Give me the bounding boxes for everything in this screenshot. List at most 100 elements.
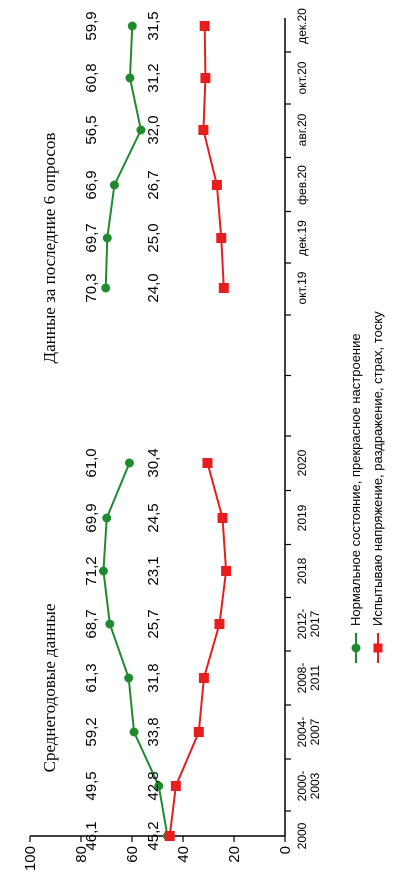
x-tick-label: 2012-2017 bbox=[295, 609, 322, 640]
data-label-normal: 49,5 bbox=[83, 771, 100, 800]
data-label-normal: 71,2 bbox=[83, 556, 100, 585]
series-stress-line bbox=[202, 25, 225, 289]
x-tick-label: 2019 bbox=[295, 504, 309, 531]
legend-normal-marker bbox=[351, 643, 361, 653]
x-tick-label: дек.20 bbox=[295, 8, 309, 44]
series-normal-point bbox=[105, 619, 115, 629]
series-stress-point bbox=[221, 566, 232, 576]
series-normal-line bbox=[104, 25, 142, 289]
panel-2-title: Данные за последние 6 опросов bbox=[40, 133, 59, 364]
data-label-stress: 32,0 bbox=[145, 115, 162, 144]
x-tick-label-line: окт.19 bbox=[295, 271, 309, 304]
x-tick-label-line: дек.20 bbox=[295, 8, 309, 44]
y-tick-label: 20 bbox=[226, 846, 243, 863]
legend-stress-label: Испытываю напряжение, раздражение, страх… bbox=[370, 311, 385, 626]
data-label-stress: 25,7 bbox=[145, 609, 162, 638]
x-tick-label: 2018 bbox=[295, 557, 309, 584]
series-stress-point bbox=[216, 233, 227, 243]
x-tick-label-line: фев.20 bbox=[295, 165, 309, 205]
x-tick-label-line: 2018 bbox=[295, 557, 309, 584]
series-stress-point bbox=[199, 21, 210, 31]
series-stress-point bbox=[198, 673, 209, 683]
x-tick-label-line: 2011 bbox=[308, 665, 322, 691]
data-labels: 46,1 49,5 59,2 61,3 68,7 71,2 69,9 61,0 45,2 42,8… bbox=[83, 11, 162, 850]
x-tick-label: дек.19 bbox=[295, 220, 309, 256]
series-stress-point bbox=[170, 781, 181, 791]
panel-titles: Среднегодовые данные Данные за последние… bbox=[40, 133, 59, 773]
data-label-stress: 31,8 bbox=[145, 663, 162, 692]
series-layer bbox=[98, 21, 232, 841]
legend-normal-label: Нормальное состояние, прекрасное настрое… bbox=[348, 333, 363, 626]
data-label-stress: 31,5 bbox=[145, 11, 162, 40]
series-stress-line bbox=[168, 462, 228, 837]
series-normal-point bbox=[98, 566, 108, 576]
axes: 0 20 40 60 80 100 2000 2000-2003 2004-2007 2008-2… bbox=[22, 8, 322, 871]
data-label-normal: 46,1 bbox=[83, 821, 100, 850]
x-tick-label-line: авг.20 bbox=[295, 113, 309, 146]
data-label-stress: 25,0 bbox=[145, 223, 162, 252]
data-label-normal: 70,3 bbox=[83, 273, 100, 302]
x-tick-label: 2008-2011 bbox=[295, 663, 322, 694]
x-tick-label-line: 2007 bbox=[308, 718, 322, 745]
x-tick-label-line: 2003 bbox=[308, 772, 322, 799]
legend-stress-marker bbox=[373, 643, 383, 653]
data-label-normal: 56,5 bbox=[83, 115, 100, 144]
series-normal-point bbox=[102, 513, 112, 523]
y-tick-label: 60 bbox=[124, 846, 141, 863]
series-stress-point bbox=[164, 831, 175, 841]
data-label-normal: 69,9 bbox=[83, 503, 100, 532]
x-tick-label-line: окт.20 bbox=[295, 61, 309, 94]
series-stress-point bbox=[218, 283, 229, 293]
y-tick-label: 40 bbox=[175, 846, 192, 863]
series-stress-point bbox=[211, 180, 222, 190]
series-normal-point bbox=[125, 73, 135, 83]
legend: Нормальное состояние, прекрасное настрое… bbox=[348, 311, 385, 663]
data-label-normal: 61,3 bbox=[83, 663, 100, 692]
y-tick-label: 0 bbox=[277, 846, 294, 854]
x-tick-label-line: 2004- bbox=[295, 717, 309, 748]
series-normal-point bbox=[102, 233, 112, 243]
x-tick-label-line: 2000 bbox=[295, 822, 309, 849]
series-normal-point bbox=[136, 125, 146, 135]
data-label-stress: 23,1 bbox=[145, 556, 162, 585]
x-tick-label: авг.20 bbox=[295, 113, 309, 146]
x-tick-label-line: 2000- bbox=[295, 771, 309, 802]
data-label-normal: 59,9 bbox=[83, 11, 100, 40]
x-tick-label: 2000-2003 bbox=[295, 771, 322, 802]
x-tick-label-line: дек.19 bbox=[295, 220, 309, 256]
series-stress-point bbox=[217, 513, 228, 523]
data-label-normal: 60,8 bbox=[83, 63, 100, 92]
y-tick-label: 100 bbox=[22, 846, 39, 871]
data-label-normal: 66,9 bbox=[83, 170, 100, 199]
data-label-normal: 61,0 bbox=[83, 448, 100, 477]
data-label-stress: 42,8 bbox=[145, 771, 162, 800]
data-label-stress: 33,8 bbox=[145, 717, 162, 746]
y-tick-label: 80 bbox=[73, 846, 90, 863]
x-tick-label: фев.20 bbox=[295, 165, 309, 205]
data-label-normal: 68,7 bbox=[83, 609, 100, 638]
data-label-stress: 26,7 bbox=[145, 170, 162, 199]
data-label-stress: 31,2 bbox=[145, 63, 162, 92]
x-tick-label-line: 2019 bbox=[295, 504, 309, 531]
data-label-stress: 30,4 bbox=[145, 448, 162, 477]
series-normal-point bbox=[124, 458, 134, 468]
series-normal-point bbox=[124, 673, 134, 683]
series-normal-point bbox=[101, 283, 111, 293]
series-normal-point bbox=[127, 21, 137, 31]
data-label-stress: 24,0 bbox=[145, 273, 162, 302]
x-tick-label-line: 2020 bbox=[295, 449, 309, 476]
legend-entry-stress: Испытываю напряжение, раздражение, страх… bbox=[370, 311, 385, 663]
x-tick-label: 2020 bbox=[295, 449, 309, 476]
series-stress-point bbox=[193, 727, 204, 737]
series-normal-point bbox=[129, 727, 139, 737]
x-tick-label-line: 2017 bbox=[308, 610, 322, 637]
data-label-stress: 45,2 bbox=[145, 821, 162, 850]
data-label-normal: 59,2 bbox=[83, 717, 100, 746]
x-tick-label-line: 2012- bbox=[295, 609, 309, 640]
x-tick-label: 2004-2007 bbox=[295, 717, 322, 748]
series-normal-point bbox=[154, 781, 164, 791]
series-stress-point bbox=[198, 125, 209, 135]
